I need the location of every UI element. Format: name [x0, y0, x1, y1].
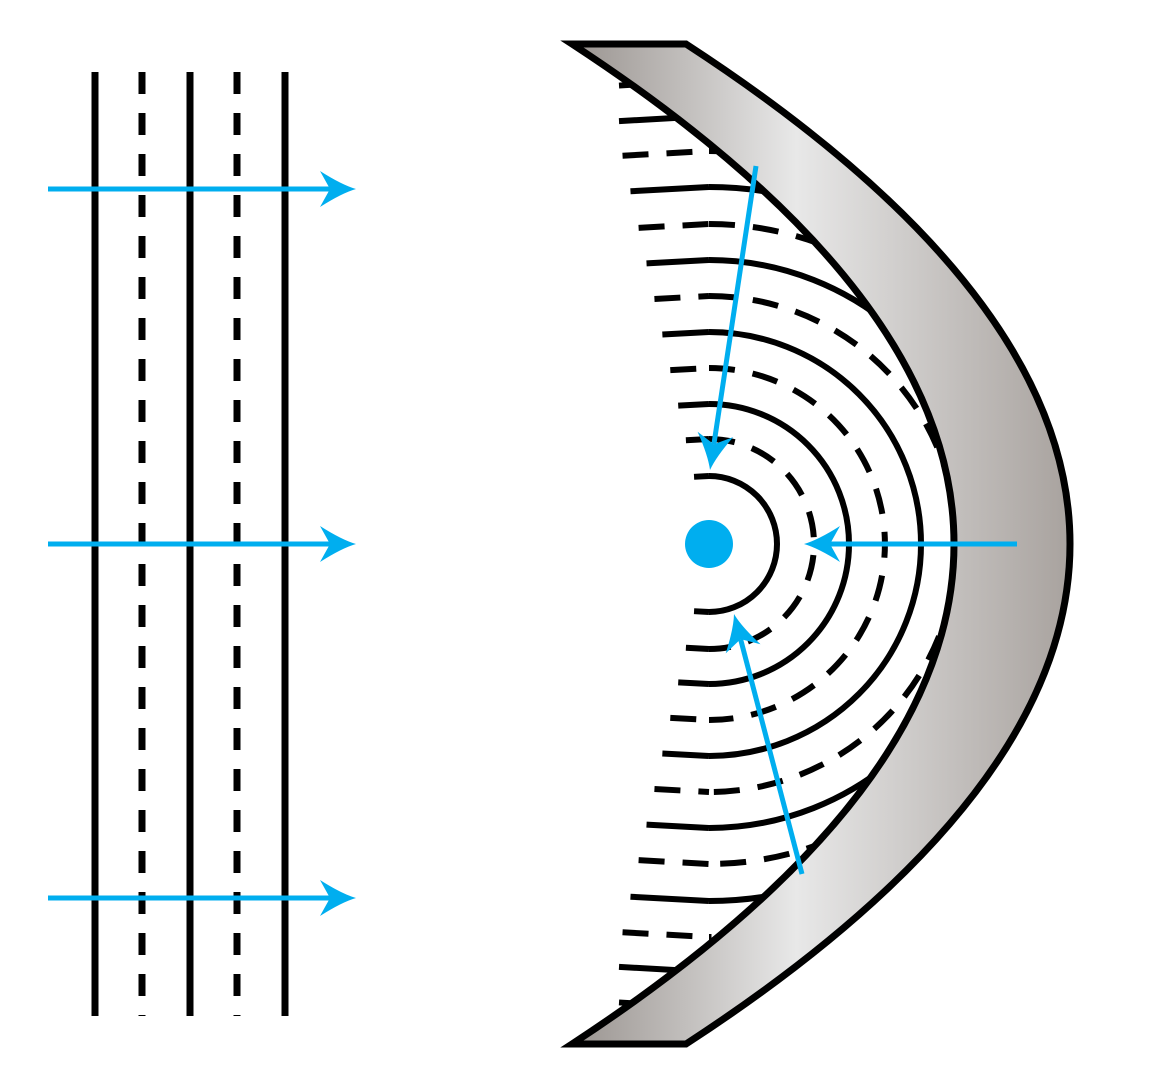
converging-wavefront-5-top-tail: [662, 329, 710, 338]
converging-wavefront-1-top-tail: [693, 473, 710, 480]
converging-wavefront-10-bottom-tail: [622, 929, 710, 940]
converging-wavefront-8-bottom-tail: [638, 857, 710, 867]
reflected-ray-top: [697, 165, 759, 470]
reflected-ray-middle-head: [804, 526, 840, 562]
converging-wavefront-7-bottom-tail: [646, 821, 710, 831]
mirror-focusing-panel: [560, 40, 1074, 1048]
converging-wavefront-4-bottom-tail: [670, 714, 710, 723]
converging-wavefront-9-top-tail: [630, 184, 710, 195]
converging-wavefront-2-bottom-tail: [685, 644, 710, 652]
focal-point: [685, 520, 733, 568]
converging-wavefront-7-top-tail: [646, 257, 710, 267]
converging-wavefront-4-top-tail: [670, 365, 710, 374]
converging-wavefront-1-bottom-tail: [693, 608, 710, 615]
plane-ray-2-head: [320, 526, 356, 562]
reflected-ray-bottom-head: [725, 614, 761, 654]
converging-wavefront-3-bottom-tail: [678, 679, 710, 687]
reflected-ray-middle: [804, 526, 1017, 562]
concave-mirror: [560, 40, 1074, 1048]
converging-wavefront-2: [708, 436, 817, 652]
plane-wave-rays: [48, 171, 356, 916]
converging-wavefront-6-bottom-tail: [654, 786, 710, 795]
converging-wavefront-10-top-tail: [622, 148, 710, 159]
converging-wavefront-5-bottom-tail: [662, 750, 710, 759]
reflected-ray-bottom-shaft: [738, 638, 805, 875]
plane-ray-3-head: [320, 880, 356, 916]
plane-ray-2: [48, 526, 356, 562]
converging-wavefront-3-top-tail: [678, 401, 710, 409]
converging-wavefront-8-top-tail: [638, 221, 710, 231]
reflected-ray-top-head: [697, 431, 734, 470]
plane-wave-panel: [48, 72, 356, 1016]
converging-wavefront-9-bottom-tail: [630, 893, 710, 904]
converging-wavefront-6-top-tail: [654, 293, 710, 302]
plane-ray-3: [48, 880, 356, 916]
reflected-rays: [697, 165, 1017, 875]
reflected-ray-top-shaft: [711, 165, 759, 445]
converging-wavefront-1: [708, 473, 780, 615]
plane-ray-1-head: [320, 171, 356, 207]
reflected-ray-bottom: [725, 614, 805, 875]
plane-ray-1: [48, 171, 356, 207]
